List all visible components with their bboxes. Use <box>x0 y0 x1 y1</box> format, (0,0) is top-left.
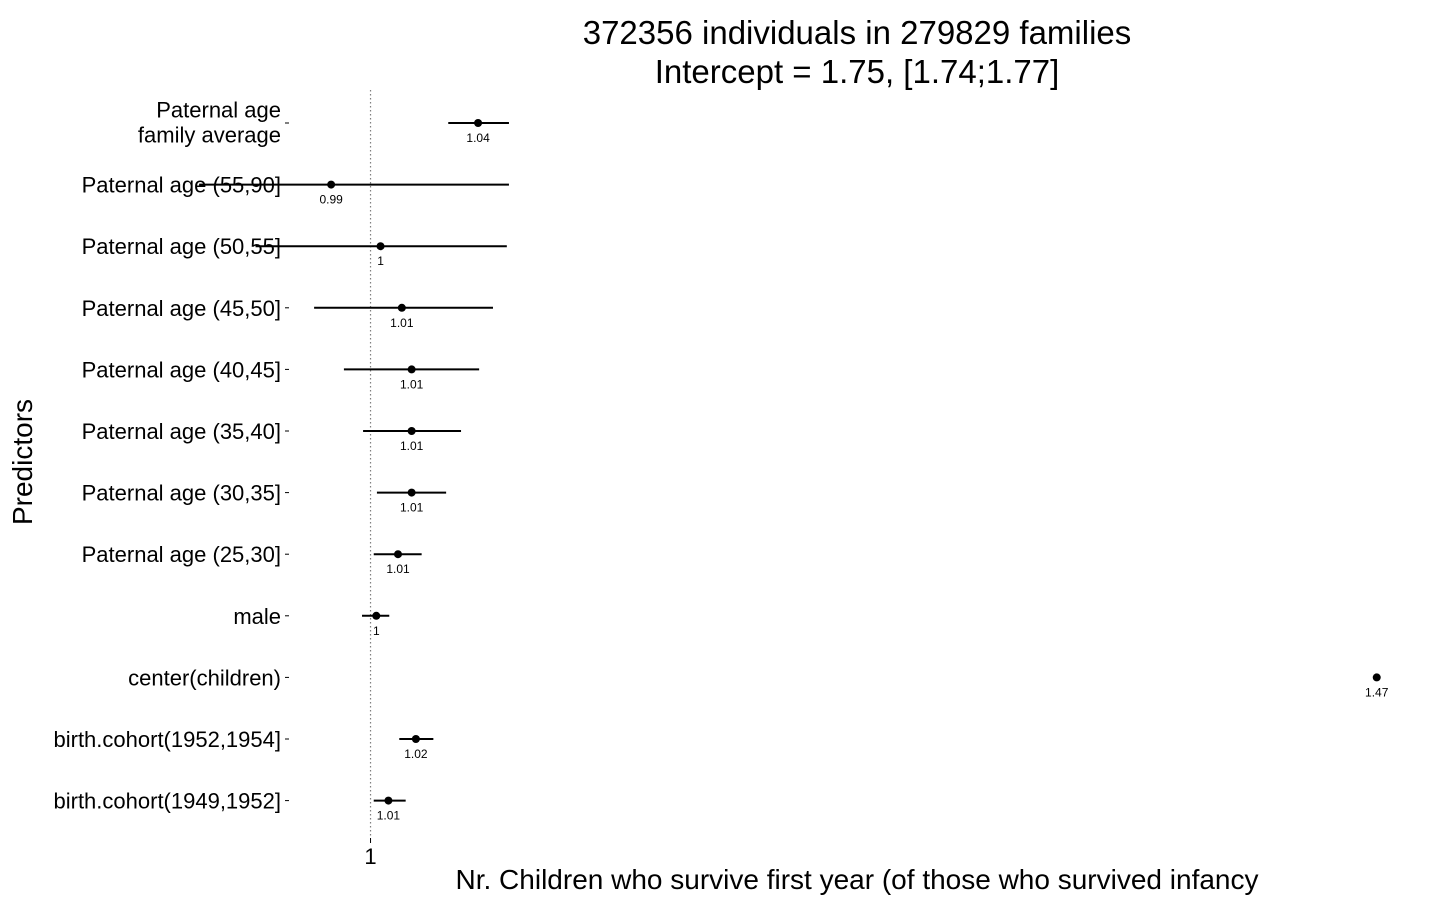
point-estimate <box>407 488 416 497</box>
value-label: 1 <box>377 254 384 268</box>
predictor-row: center(children) 1.47 <box>128 665 1389 699</box>
predictor-row: Paternal age (30,35] 1.01 <box>82 481 447 515</box>
predictor-label: Paternal age <box>156 98 281 123</box>
point-estimate <box>394 550 403 559</box>
value-label: 1.01 <box>390 316 414 330</box>
predictor-row: Paternal age (35,40] 1.01 <box>82 419 462 453</box>
predictor-label: Paternal age (35,40] <box>82 419 281 444</box>
point-estimate <box>474 119 483 127</box>
value-label: 1 <box>373 624 380 638</box>
x-axis-ticks: 1 <box>364 838 377 869</box>
point-estimate <box>407 427 416 435</box>
value-label: 1.47 <box>1365 685 1389 699</box>
predictor-label: family average <box>138 123 281 148</box>
value-label: 1.04 <box>466 131 490 145</box>
predictor-row: Paternal age (50,55] 1 <box>82 234 507 268</box>
y-axis-title: Predictors <box>7 399 38 525</box>
value-label: 1.01 <box>400 501 424 515</box>
point-estimate <box>384 796 393 805</box>
x-axis-title: Nr. Children who survive first year (of … <box>456 864 1259 895</box>
chart-title-line-2: Intercept = 1.75, [1.74;1.77] <box>655 53 1060 90</box>
chart-title-line-1: 372356 individuals in 279829 families <box>583 14 1132 51</box>
value-label: 1.01 <box>400 377 424 391</box>
point-estimate <box>1372 673 1381 682</box>
predictor-row: Paternal age (55,90]0.99 <box>82 173 509 207</box>
predictor-label: center(children) <box>128 665 281 690</box>
predictor-label: male <box>233 604 281 629</box>
point-estimate <box>397 303 406 312</box>
predictor-label: Paternal age (30,35] <box>82 481 281 506</box>
predictor-row: birth.cohort(1949,1952] 1.01 <box>54 789 406 823</box>
predictor-row: Paternal age (25,30] 1.01 <box>82 542 422 576</box>
point-estimate <box>376 242 385 251</box>
predictor-label: Paternal age (25,30] <box>82 542 281 567</box>
point-estimate <box>411 735 420 743</box>
predictor-row: Paternal age (40,45] 1.01 <box>82 357 480 391</box>
point-estimate <box>327 180 336 189</box>
predictor-label: Paternal age (50,55] <box>82 234 281 259</box>
value-label: 1.01 <box>386 562 410 576</box>
point-estimate <box>407 365 416 374</box>
value-label: 1.01 <box>377 809 401 823</box>
value-label: 1.02 <box>404 747 428 761</box>
predictor-label: Paternal age (45,50] <box>82 296 281 321</box>
predictor-label: birth.cohort(1952,1954] <box>54 727 282 752</box>
predictor-row: male 1 <box>233 604 390 638</box>
value-label: 0.99 <box>319 193 343 207</box>
point-estimate <box>372 611 381 620</box>
predictor-label: Paternal age (40,45] <box>82 357 281 382</box>
value-label: 1.01 <box>400 439 424 453</box>
predictor-label: birth.cohort(1949,1952] <box>54 789 282 814</box>
predictor-row: birth.cohort(1952,1954] 1.02 <box>54 727 434 761</box>
x-axis-tick-label: 1 <box>364 844 376 869</box>
predictor-row: Paternal age (45,50] 1.01 <box>82 296 493 330</box>
